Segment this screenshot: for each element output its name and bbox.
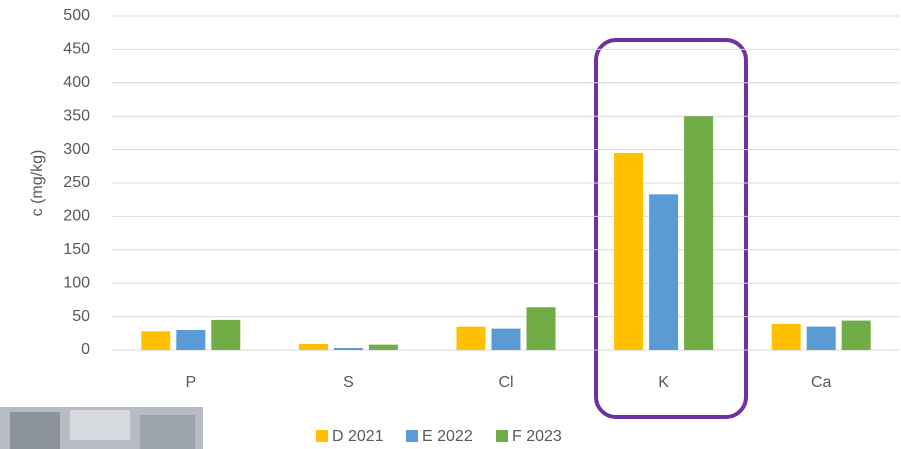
bar	[368, 344, 398, 350]
legend-swatch	[406, 430, 418, 442]
legend-swatch	[496, 430, 508, 442]
bar	[211, 319, 241, 350]
y-tick-label: 200	[63, 208, 90, 225]
bar	[298, 343, 328, 350]
bar	[333, 347, 363, 350]
bar	[141, 331, 171, 350]
legend-label: F 2023	[512, 428, 562, 445]
bar	[841, 320, 871, 350]
legend-label: E 2022	[422, 428, 473, 445]
y-tick-label: 450	[63, 41, 90, 58]
x-tick-label: K	[658, 374, 669, 391]
bar	[684, 116, 714, 350]
legend-swatch	[316, 430, 328, 442]
x-tick-label: Ca	[811, 374, 832, 391]
x-tick-label: Cl	[498, 374, 513, 391]
bar	[649, 194, 679, 350]
y-tick-label: 300	[63, 141, 90, 158]
bar	[176, 329, 206, 350]
x-tick-label: S	[343, 374, 354, 391]
photo-thumbnail	[0, 407, 203, 449]
y-tick-label: 350	[63, 107, 90, 124]
y-tick-label: 400	[63, 74, 90, 91]
y-tick-label: 500	[63, 7, 90, 24]
y-tick-label: 250	[63, 174, 90, 191]
y-tick-label: 0	[81, 341, 90, 358]
y-tick-label: 150	[63, 241, 90, 258]
bar	[456, 326, 486, 350]
y-tick-label: 50	[72, 308, 90, 325]
highlight-box	[594, 38, 748, 419]
y-tick-label: 100	[63, 274, 90, 291]
legend-label: D 2021	[332, 428, 384, 445]
y-axis-label: c (mg/kg)	[29, 150, 46, 217]
bar	[806, 326, 836, 350]
bar	[526, 307, 556, 350]
bar	[771, 323, 801, 350]
bar	[614, 152, 644, 350]
bar	[491, 328, 521, 350]
x-tick-label: P	[185, 374, 196, 391]
